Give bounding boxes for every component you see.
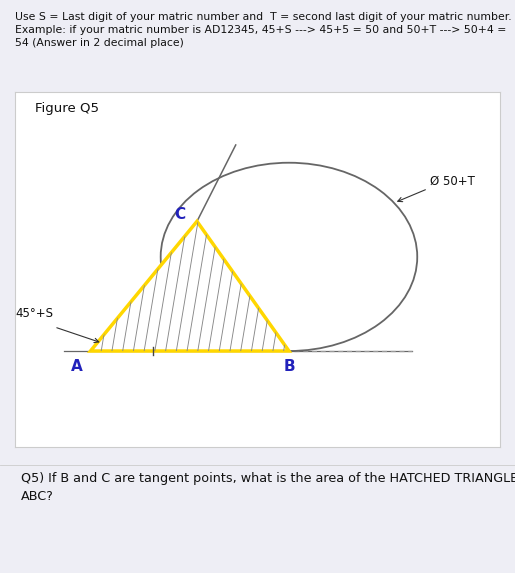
Text: C: C	[174, 206, 185, 222]
Text: Figure Q5: Figure Q5	[35, 103, 99, 115]
Polygon shape	[91, 221, 289, 351]
Text: 45°+S: 45°+S	[15, 307, 54, 320]
Text: Use S = Last digit of your matric number and  T = second last digit of your matr: Use S = Last digit of your matric number…	[15, 11, 512, 48]
Text: Ø 50+T: Ø 50+T	[431, 175, 475, 188]
Text: A: A	[71, 359, 83, 374]
Text: B: B	[283, 359, 295, 374]
Text: Q5) If B and C are tangent points, what is the area of the HATCHED TRIANGLE
ABC?: Q5) If B and C are tangent points, what …	[21, 472, 515, 504]
